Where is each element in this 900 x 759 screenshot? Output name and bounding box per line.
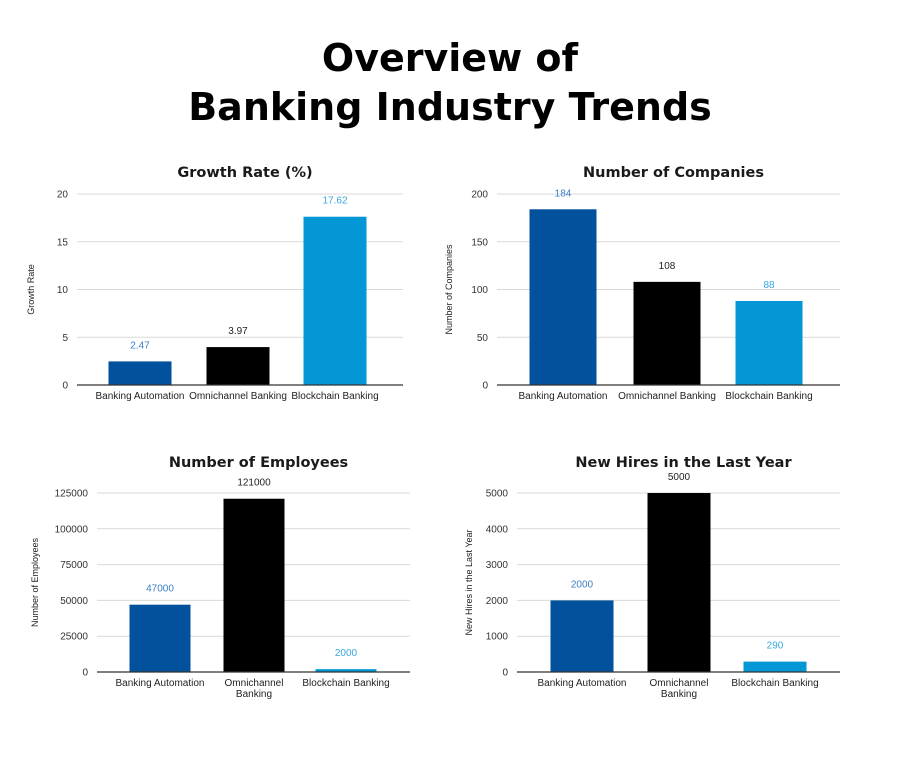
bar (315, 669, 377, 672)
bar (647, 493, 711, 672)
y-tick-label: 0 (482, 381, 488, 392)
x-category-label: Blockchain Banking (291, 391, 378, 402)
y-tick-label: 4000 (486, 524, 509, 535)
y-tick-label: 2000 (486, 596, 509, 607)
x-category-label: Banking Automation (116, 678, 205, 689)
bar (108, 361, 172, 385)
x-category-label: Banking Automation (519, 391, 608, 402)
data-label: 2000 (335, 648, 358, 659)
bar (129, 604, 191, 672)
x-category-label: Omnichannel Banking (618, 391, 716, 402)
y-tick-label: 50000 (60, 596, 88, 607)
y-tick-label: 5000 (486, 489, 509, 500)
x-category-label: Omnichannel Banking (225, 678, 284, 700)
bar (223, 498, 285, 672)
page-title-line-2: Banking Industry Trends (188, 85, 712, 129)
bar (206, 347, 270, 385)
page-title-line-1: Overview of (321, 36, 579, 80)
y-axis-title: Number of Employees (30, 537, 40, 627)
y-tick-label: 25000 (60, 632, 88, 643)
y-tick-label: 0 (62, 381, 68, 392)
x-category-label: Blockchain Banking (302, 678, 389, 689)
y-tick-label: 1000 (486, 632, 509, 643)
y-axis-title: New Hires in the Last Year (464, 529, 474, 635)
bar (743, 661, 807, 672)
chart-number-of-employees: Number of Employees Number of Employees 0 2… (30, 455, 410, 700)
y-axis-title: Growth Rate (26, 264, 36, 315)
y-tick-label: 15 (57, 237, 69, 248)
data-label: 88 (763, 280, 775, 291)
y-axis-title: Number of Companies (444, 244, 454, 335)
data-label: 3.97 (228, 326, 248, 337)
y-tick-label: 200 (471, 190, 488, 201)
x-category-label: Omnichannel Banking (650, 678, 709, 700)
chart-title: New Hires in the Last Year (575, 455, 792, 471)
data-label: 2.47 (130, 340, 150, 351)
data-label: 5000 (668, 472, 691, 483)
y-tick-label: 150 (471, 237, 488, 248)
y-tick-label: 20 (57, 190, 69, 201)
chart-title: Growth Rate (%) (177, 165, 312, 181)
x-category-label: Banking Automation (538, 678, 627, 689)
bar (303, 216, 367, 385)
y-tick-label: 0 (82, 668, 88, 679)
y-tick-label: 100000 (55, 524, 89, 535)
x-category-label: Banking Automation (96, 391, 185, 402)
data-label: 108 (659, 261, 676, 272)
x-category-label: Blockchain Banking (731, 678, 818, 689)
y-tick-label: 50 (477, 333, 489, 344)
data-label: 121000 (237, 478, 271, 489)
chart-title: Number of Companies (583, 165, 764, 181)
y-tick-label: 3000 (486, 560, 509, 571)
chart-title: Number of Employees (169, 455, 348, 471)
chart-number-of-companies: Number of Companies Number of Companies 0 5… (444, 165, 840, 402)
x-category-label: Omnichannel Banking (189, 391, 287, 402)
y-tick-label: 10 (57, 285, 69, 296)
bar (529, 209, 597, 385)
y-tick-label: 5 (62, 333, 68, 344)
y-tick-label: 100 (471, 285, 488, 296)
chart-growth-rate: Growth Rate (%) Growth Rate 0 5 10 15 20 2.47 Ba… (26, 165, 403, 402)
x-category-label: Blockchain Banking (725, 391, 812, 402)
data-label: 17.62 (322, 196, 347, 207)
bar (735, 300, 803, 385)
page-title: Overview of Banking Industry Trends (0, 34, 900, 132)
chart-new-hires: New Hires in the Last Year New Hires in t… (464, 455, 840, 700)
data-label: 290 (767, 641, 784, 652)
data-label: 184 (555, 188, 572, 199)
data-label: 47000 (146, 584, 174, 595)
data-label: 2000 (571, 579, 594, 590)
y-tick-label: 125000 (55, 489, 89, 500)
y-tick-label: 0 (502, 668, 508, 679)
y-tick-label: 75000 (60, 560, 88, 571)
bar (550, 600, 614, 672)
bar (633, 281, 701, 385)
